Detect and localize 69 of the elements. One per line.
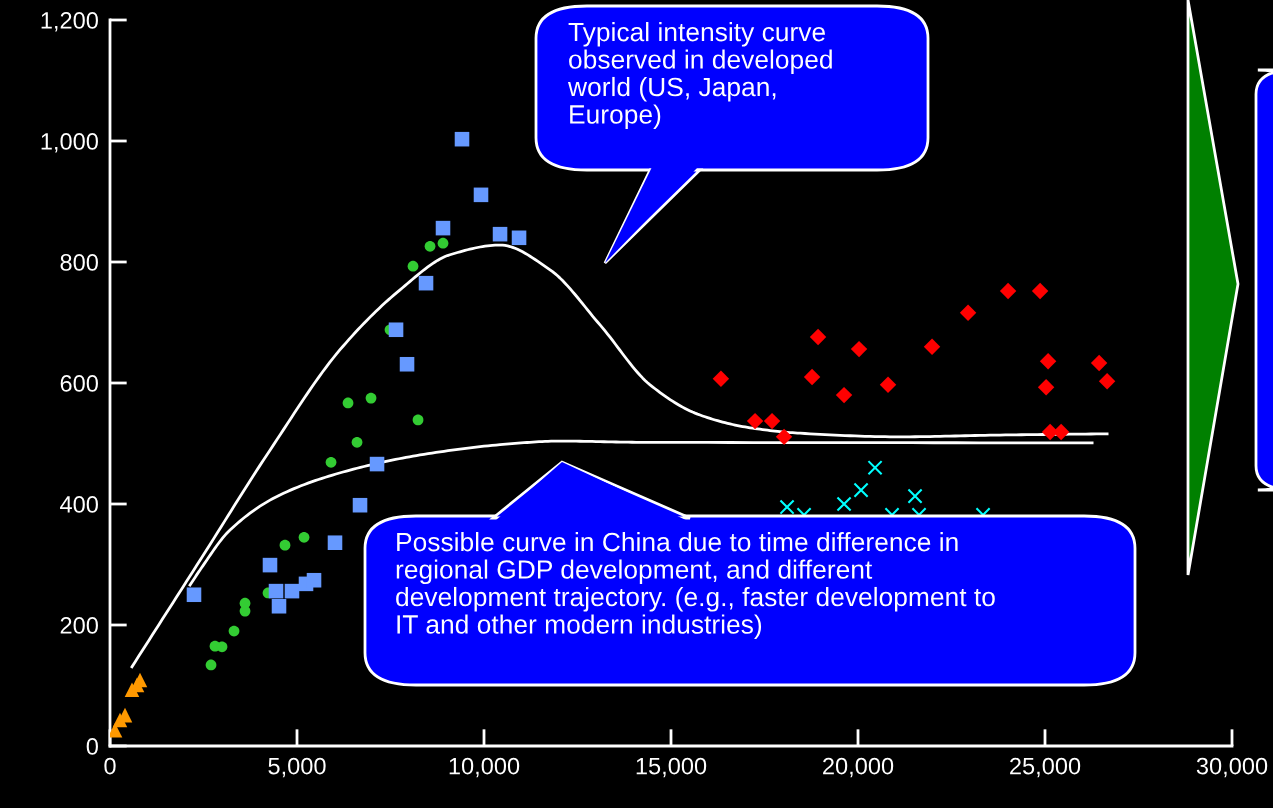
point <box>351 436 363 448</box>
point <box>763 412 781 430</box>
point <box>1037 379 1055 396</box>
point <box>424 240 436 252</box>
point <box>186 587 202 603</box>
x-tick-label: 10,000 <box>449 757 520 778</box>
point <box>712 370 730 387</box>
point <box>473 187 489 203</box>
point <box>959 304 977 322</box>
y-tick-label: 800 <box>60 254 98 271</box>
point <box>1098 372 1116 390</box>
point <box>454 131 470 147</box>
point <box>835 386 853 404</box>
point <box>262 557 278 573</box>
point <box>867 460 883 476</box>
point <box>132 672 148 688</box>
point <box>271 598 287 614</box>
point <box>1090 354 1108 372</box>
point <box>923 338 941 355</box>
y-tick-label: 600 <box>60 375 98 392</box>
point <box>836 496 852 512</box>
point <box>1039 353 1057 370</box>
x-tick-label: 30,000 <box>1196 757 1268 778</box>
point <box>369 456 385 472</box>
point <box>511 230 527 246</box>
x-tick-label: 25,000 <box>1010 757 1081 778</box>
point <box>388 322 404 338</box>
point <box>907 488 923 504</box>
point <box>407 260 419 272</box>
x-tick-label: 5,000 <box>268 757 326 778</box>
point <box>779 499 795 515</box>
annotation: Typical intensity curve observed in developed world (US, Japan, Europe) <box>567 22 832 129</box>
y-tick-label: 400 <box>60 496 98 513</box>
point <box>853 482 869 498</box>
point <box>306 572 322 588</box>
point <box>399 356 415 372</box>
point <box>437 237 449 249</box>
y-tick-label: 1,000 <box>41 133 98 153</box>
point <box>342 397 354 409</box>
point <box>879 376 897 394</box>
point <box>850 340 868 358</box>
point <box>268 583 284 599</box>
point <box>412 414 424 426</box>
point <box>298 531 310 543</box>
y-tick-label: 200 <box>60 617 98 634</box>
point <box>999 282 1017 300</box>
point <box>327 535 343 550</box>
point <box>809 328 827 346</box>
x-tick-label: 0 <box>104 757 116 775</box>
point <box>279 539 291 551</box>
point <box>205 659 217 671</box>
point <box>435 220 451 236</box>
annotation: Possible curve in China due to time difference in regional GDP development, and different development trajectory. (e.g., faster development to IT and other modern industries) <box>396 532 995 639</box>
point <box>239 597 251 609</box>
point <box>775 428 793 446</box>
x-tick-label: 20,000 <box>823 757 894 778</box>
point <box>492 226 508 242</box>
y-tick-label: 1,200 <box>41 12 98 32</box>
point <box>325 456 337 468</box>
point <box>803 368 821 386</box>
point <box>746 412 764 430</box>
point <box>1031 282 1049 300</box>
point <box>365 392 377 404</box>
point <box>418 275 434 291</box>
point <box>352 497 368 513</box>
point <box>284 583 300 599</box>
point <box>228 625 240 637</box>
y-tick-label: 0 <box>86 738 98 755</box>
x-tick-label: 15,000 <box>636 757 707 778</box>
